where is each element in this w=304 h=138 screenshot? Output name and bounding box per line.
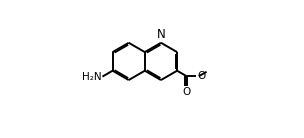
Text: N: N xyxy=(157,28,165,41)
Text: H₂N: H₂N xyxy=(82,72,102,82)
Text: O: O xyxy=(197,71,205,81)
Text: O: O xyxy=(182,87,191,97)
